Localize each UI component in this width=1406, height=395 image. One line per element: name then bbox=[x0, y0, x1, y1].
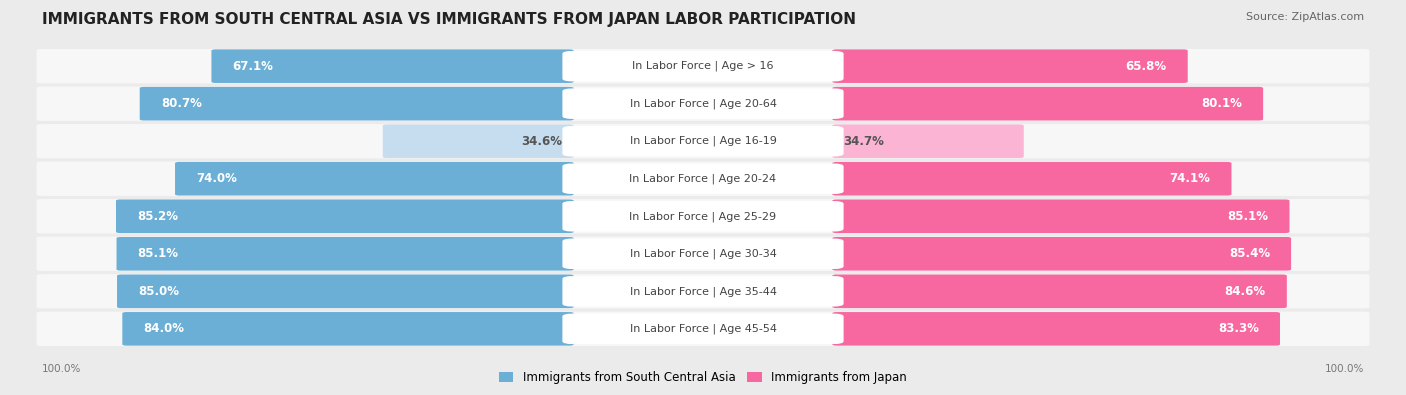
Text: In Labor Force | Age 16-19: In Labor Force | Age 16-19 bbox=[630, 136, 776, 147]
FancyBboxPatch shape bbox=[37, 312, 1369, 346]
Text: In Labor Force | Age 20-24: In Labor Force | Age 20-24 bbox=[630, 173, 776, 184]
FancyBboxPatch shape bbox=[832, 237, 1291, 271]
FancyBboxPatch shape bbox=[176, 162, 574, 196]
Text: 85.1%: 85.1% bbox=[138, 247, 179, 260]
Text: 100.0%: 100.0% bbox=[42, 364, 82, 374]
FancyBboxPatch shape bbox=[37, 49, 1369, 83]
FancyBboxPatch shape bbox=[562, 314, 844, 344]
Text: 84.0%: 84.0% bbox=[143, 322, 184, 335]
FancyBboxPatch shape bbox=[832, 275, 1286, 308]
Text: Source: ZipAtlas.com: Source: ZipAtlas.com bbox=[1246, 12, 1364, 22]
FancyBboxPatch shape bbox=[832, 49, 1188, 83]
Text: 85.2%: 85.2% bbox=[138, 210, 179, 223]
FancyBboxPatch shape bbox=[37, 124, 1369, 158]
Text: 83.3%: 83.3% bbox=[1218, 322, 1258, 335]
Text: In Labor Force | Age 30-34: In Labor Force | Age 30-34 bbox=[630, 248, 776, 259]
Text: 34.7%: 34.7% bbox=[844, 135, 884, 148]
Text: 84.6%: 84.6% bbox=[1225, 285, 1265, 298]
Text: In Labor Force | Age 25-29: In Labor Force | Age 25-29 bbox=[630, 211, 776, 222]
FancyBboxPatch shape bbox=[832, 124, 1024, 158]
FancyBboxPatch shape bbox=[37, 237, 1369, 271]
Text: 85.0%: 85.0% bbox=[138, 285, 179, 298]
Text: In Labor Force | Age 45-54: In Labor Force | Age 45-54 bbox=[630, 324, 776, 334]
FancyBboxPatch shape bbox=[562, 88, 844, 119]
FancyBboxPatch shape bbox=[562, 276, 844, 307]
FancyBboxPatch shape bbox=[382, 124, 574, 158]
Text: 85.4%: 85.4% bbox=[1229, 247, 1270, 260]
FancyBboxPatch shape bbox=[832, 199, 1289, 233]
FancyBboxPatch shape bbox=[117, 199, 574, 233]
FancyBboxPatch shape bbox=[122, 312, 574, 346]
Text: 85.1%: 85.1% bbox=[1227, 210, 1268, 223]
FancyBboxPatch shape bbox=[211, 49, 574, 83]
Text: 74.1%: 74.1% bbox=[1170, 172, 1211, 185]
Text: 34.6%: 34.6% bbox=[522, 135, 562, 148]
FancyBboxPatch shape bbox=[562, 126, 844, 156]
Text: 65.8%: 65.8% bbox=[1126, 60, 1167, 73]
FancyBboxPatch shape bbox=[832, 162, 1232, 196]
Text: IMMIGRANTS FROM SOUTH CENTRAL ASIA VS IMMIGRANTS FROM JAPAN LABOR PARTICIPATION: IMMIGRANTS FROM SOUTH CENTRAL ASIA VS IM… bbox=[42, 12, 856, 27]
FancyBboxPatch shape bbox=[832, 87, 1263, 120]
Text: 74.0%: 74.0% bbox=[197, 172, 238, 185]
Text: In Labor Force | Age > 16: In Labor Force | Age > 16 bbox=[633, 61, 773, 71]
FancyBboxPatch shape bbox=[832, 312, 1279, 346]
Text: 67.1%: 67.1% bbox=[232, 60, 273, 73]
Text: 80.1%: 80.1% bbox=[1201, 97, 1241, 110]
FancyBboxPatch shape bbox=[37, 274, 1369, 308]
FancyBboxPatch shape bbox=[562, 164, 844, 194]
Legend: Immigrants from South Central Asia, Immigrants from Japan: Immigrants from South Central Asia, Immi… bbox=[495, 367, 911, 389]
FancyBboxPatch shape bbox=[139, 87, 574, 120]
Text: In Labor Force | Age 20-64: In Labor Force | Age 20-64 bbox=[630, 98, 776, 109]
FancyBboxPatch shape bbox=[117, 275, 574, 308]
FancyBboxPatch shape bbox=[117, 237, 574, 271]
FancyBboxPatch shape bbox=[562, 201, 844, 231]
FancyBboxPatch shape bbox=[37, 87, 1369, 121]
FancyBboxPatch shape bbox=[37, 199, 1369, 233]
Text: 80.7%: 80.7% bbox=[160, 97, 201, 110]
Text: 100.0%: 100.0% bbox=[1324, 364, 1364, 374]
Text: In Labor Force | Age 35-44: In Labor Force | Age 35-44 bbox=[630, 286, 776, 297]
FancyBboxPatch shape bbox=[37, 162, 1369, 196]
FancyBboxPatch shape bbox=[562, 51, 844, 81]
FancyBboxPatch shape bbox=[562, 239, 844, 269]
